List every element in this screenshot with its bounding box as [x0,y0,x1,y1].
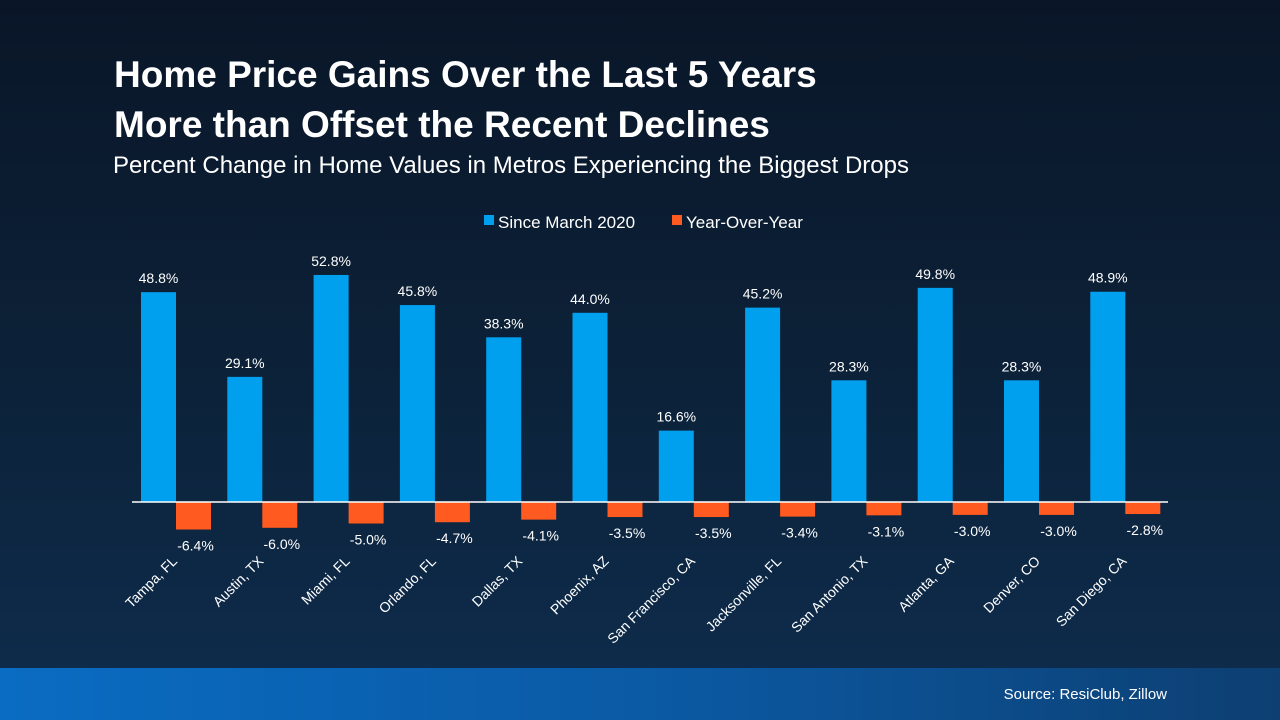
data-label: -3.0% [954,523,991,539]
footer-band: Source: ResiClub, Zillow [0,668,1280,720]
data-label: -3.4% [781,525,818,541]
source-text: Source: ResiClub, Zillow [1003,686,1167,703]
bar-since-march-2020 [313,274,349,502]
data-label: 28.3% [1002,358,1042,374]
data-label: -3.1% [868,523,905,539]
data-label: -3.0% [1040,523,1077,539]
x-tick-label: Miami, FL [298,553,353,608]
bar-since-march-2020 [831,380,867,502]
bar-year-over-year [607,502,643,518]
data-label: 45.2% [743,286,783,302]
bar-year-over-year [693,502,729,518]
bar-year-over-year [262,502,298,528]
x-tick-label: Dallas, TX [469,552,526,609]
bar-since-march-2020 [745,307,781,502]
data-label: -6.0% [264,536,301,552]
data-label: 29.1% [225,355,265,371]
legend-swatch [484,215,494,225]
data-label: -6.4% [177,538,214,554]
bar-year-over-year [780,502,816,517]
bar-since-march-2020 [917,287,953,502]
bar-since-march-2020 [658,430,694,502]
bar-since-march-2020 [399,305,435,502]
bar-year-over-year [176,502,211,530]
data-label: 28.3% [829,358,869,374]
title-line-2: More than Offset the Recent Declines [114,104,770,145]
title-line-1: Home Price Gains Over the Last 5 Years [114,54,817,95]
chart-subtitle: Percent Change in Home Values in Metros … [113,152,909,179]
chart-title: Home Price Gains Over the Last 5 Years M… [114,50,817,150]
x-tick-label: Austin, TX [210,552,267,609]
x-tick-label: San Antonio, TX [788,552,871,635]
bar-year-over-year [866,502,902,516]
data-label: 38.3% [484,315,524,331]
data-label: 16.6% [656,409,696,425]
bar-year-over-year [521,502,557,520]
data-label: 48.8% [139,270,179,286]
x-tick-label: Atlanta, GA [895,552,957,614]
data-label: 49.8% [915,266,955,282]
legend-swatch [672,215,682,225]
bar-chart: Since March 2020 Year-Over-Year 48.8% -6.4%… [122,213,1164,646]
bar-since-march-2020 [572,312,608,502]
bar-year-over-year [1125,502,1161,515]
x-tick-label: Jacksonville, FL [702,553,784,635]
bar-year-over-year [348,502,384,524]
bar-since-march-2020 [141,292,176,502]
bar-since-march-2020 [486,337,522,502]
data-label: -2.8% [1127,522,1164,538]
x-tick-label: Tampa, FL [122,553,180,611]
data-label: -4.1% [522,528,559,544]
data-label: 45.8% [398,283,438,299]
bar-since-march-2020 [1004,380,1039,502]
bar-year-over-year [1039,502,1074,515]
x-tick-label: San Diego, CA [1053,552,1130,629]
legend-label: Year-Over-Year [686,213,803,232]
x-tick-label: Denver, CO [980,553,1043,616]
data-label: 48.9% [1088,270,1128,286]
bar-year-over-year [434,502,470,523]
data-label: -3.5% [695,525,732,541]
data-label: -3.5% [609,525,646,541]
data-label: -5.0% [350,532,387,548]
bar-since-march-2020 [227,376,263,502]
data-label: -4.7% [436,530,473,546]
x-tick-label: Phoenix, AZ [547,552,612,617]
data-label: 52.8% [311,253,351,269]
bar-year-over-year [952,502,988,515]
data-label: 44.0% [570,291,610,307]
x-tick-label: Orlando, FL [375,553,439,617]
legend-label: Since March 2020 [498,213,635,232]
x-tick-label: San Francisco, CA [604,552,698,646]
bar-since-march-2020 [1090,291,1126,502]
